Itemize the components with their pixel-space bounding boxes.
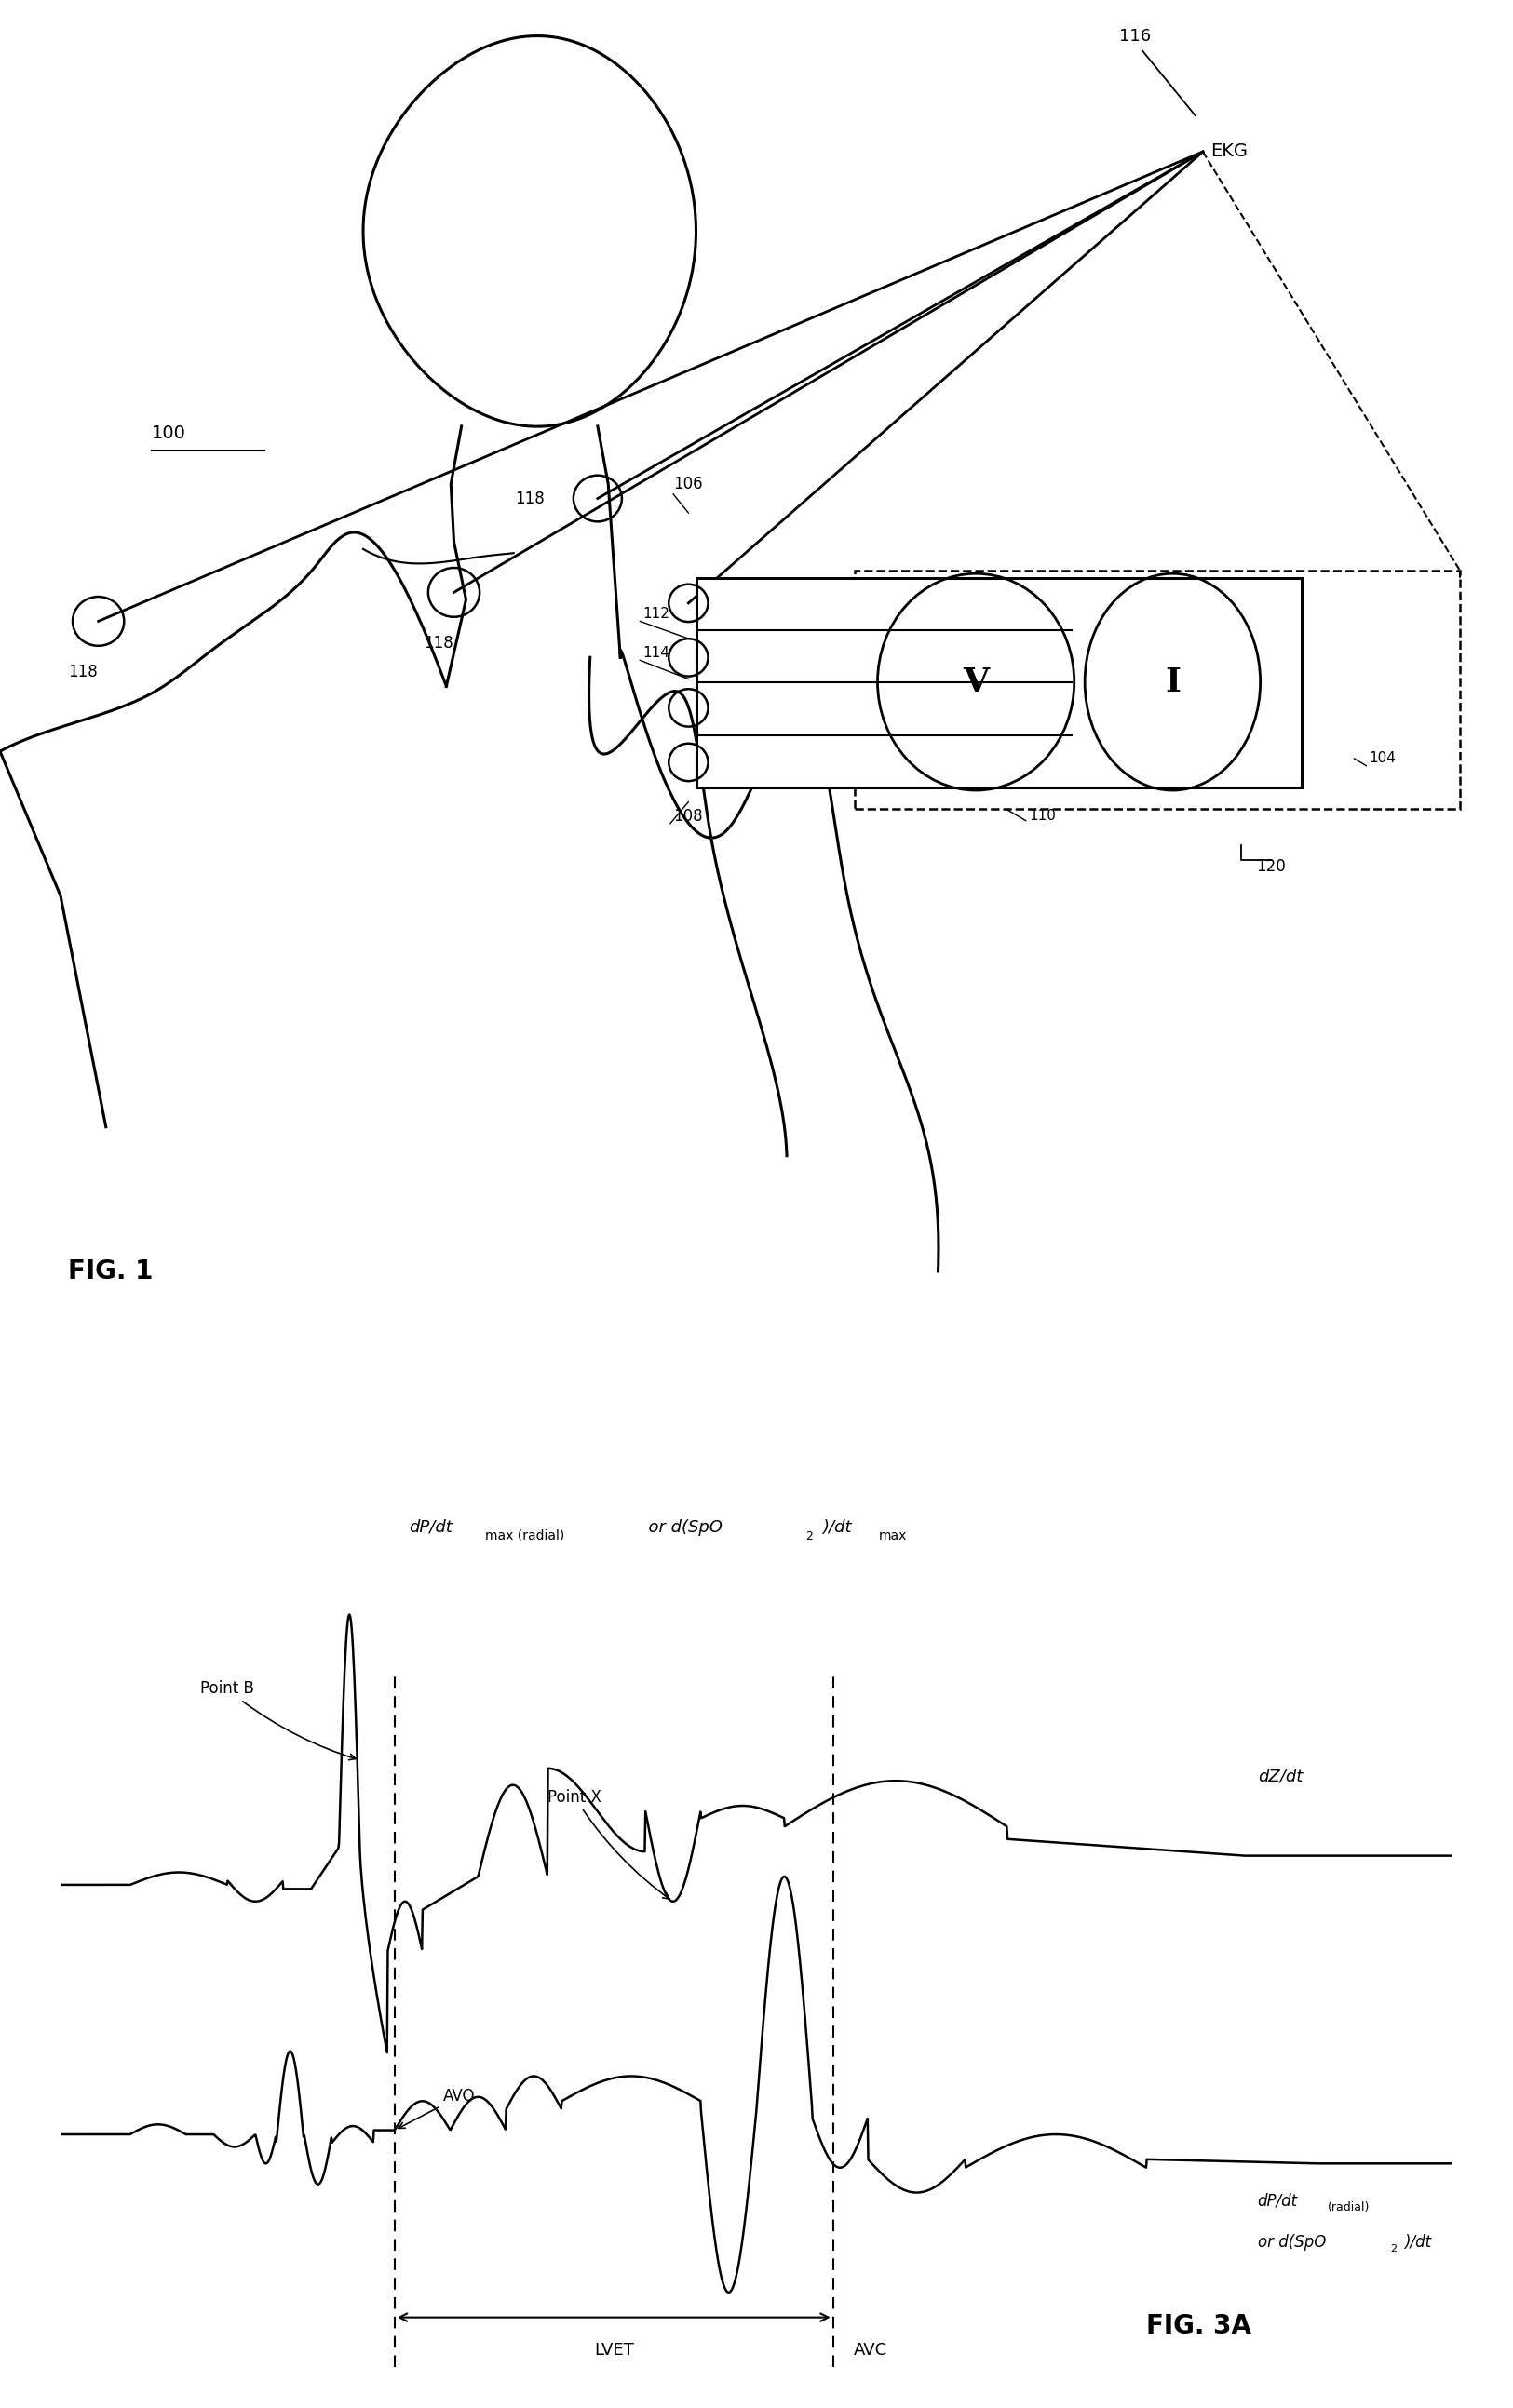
Text: (radial): (radial) bbox=[1327, 2201, 1369, 2213]
Text: 102: 102 bbox=[787, 679, 814, 694]
Text: 100: 100 bbox=[151, 424, 186, 443]
Text: 104: 104 bbox=[1369, 751, 1396, 766]
Text: 2: 2 bbox=[1390, 2244, 1396, 2254]
Text: 112: 112 bbox=[643, 607, 670, 621]
Text: AVO: AVO bbox=[398, 2088, 475, 2129]
Bar bbox=[696, 578, 1301, 787]
Text: 106: 106 bbox=[673, 477, 702, 491]
Text: I: I bbox=[1165, 667, 1180, 698]
Text: 116: 116 bbox=[1120, 29, 1151, 43]
Text: 118: 118 bbox=[424, 636, 454, 650]
Text: FIG. 1: FIG. 1 bbox=[68, 1259, 153, 1283]
Text: FIG. 3A: FIG. 3A bbox=[1147, 2312, 1251, 2338]
Text: 110: 110 bbox=[1029, 809, 1056, 824]
Text: dP/dt: dP/dt bbox=[1257, 2194, 1298, 2208]
Text: 118: 118 bbox=[68, 665, 98, 679]
Text: )/dt: )/dt bbox=[1404, 2235, 1431, 2251]
Text: or d(SpO: or d(SpO bbox=[1257, 2235, 1325, 2251]
Text: 118: 118 bbox=[514, 491, 545, 506]
Text: Point X: Point X bbox=[548, 1789, 669, 1900]
Text: max (radial): max (radial) bbox=[486, 1529, 564, 1541]
Text: Point B: Point B bbox=[200, 1681, 356, 1760]
Text: 114: 114 bbox=[643, 645, 670, 660]
Text: 108: 108 bbox=[673, 809, 702, 824]
Text: LVET: LVET bbox=[595, 2343, 634, 2360]
Text: dZ/dt: dZ/dt bbox=[1257, 1767, 1303, 1784]
Text: AVC: AVC bbox=[853, 2343, 888, 2360]
Text: max: max bbox=[879, 1529, 908, 1541]
Text: EKG: EKG bbox=[1210, 142, 1248, 161]
Text: 120: 120 bbox=[1256, 860, 1286, 874]
Text: 2: 2 bbox=[805, 1529, 812, 1541]
Bar bbox=[855, 571, 1460, 809]
Text: V: V bbox=[962, 667, 990, 698]
Text: )/dt: )/dt bbox=[822, 1519, 852, 1536]
Text: or d(SpO: or d(SpO bbox=[638, 1519, 723, 1536]
Text: dP/dt: dP/dt bbox=[409, 1519, 452, 1536]
